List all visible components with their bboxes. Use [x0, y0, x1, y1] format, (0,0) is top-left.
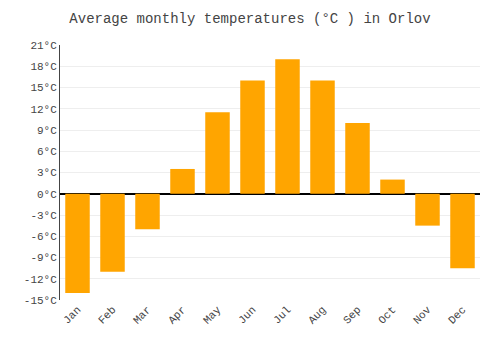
svg-text:-12°C: -12°C	[24, 274, 57, 286]
svg-text:Average monthly temperatures (: Average monthly temperatures (°C ) in Or…	[69, 11, 430, 27]
svg-text:May: May	[201, 304, 224, 327]
svg-text:Feb: Feb	[96, 304, 118, 326]
svg-text:Jun: Jun	[236, 304, 258, 326]
svg-text:Sep: Sep	[341, 304, 363, 326]
svg-text:12°C: 12°C	[30, 104, 57, 116]
svg-text:18°C: 18°C	[30, 61, 57, 73]
svg-text:Nov: Nov	[411, 304, 434, 327]
svg-text:21°C: 21°C	[30, 40, 57, 52]
svg-text:-15°C: -15°C	[24, 295, 57, 307]
svg-text:9°C: 9°C	[37, 125, 57, 137]
svg-text:Mar: Mar	[131, 304, 153, 326]
svg-text:-3°C: -3°C	[30, 210, 57, 222]
svg-text:Dec: Dec	[446, 304, 468, 326]
svg-text:Aug: Aug	[306, 304, 328, 326]
svg-text:Jul: Jul	[271, 304, 293, 326]
svg-text:-9°C: -9°C	[30, 252, 57, 264]
svg-text:0°C: 0°C	[37, 189, 57, 201]
svg-text:Oct: Oct	[376, 304, 398, 326]
svg-text:Jan: Jan	[61, 304, 83, 326]
svg-text:6°C: 6°C	[37, 146, 57, 158]
svg-text:3°C: 3°C	[37, 167, 57, 179]
svg-text:Apr: Apr	[166, 304, 188, 326]
svg-text:15°C: 15°C	[30, 82, 57, 94]
svg-text:-6°C: -6°C	[30, 231, 57, 243]
